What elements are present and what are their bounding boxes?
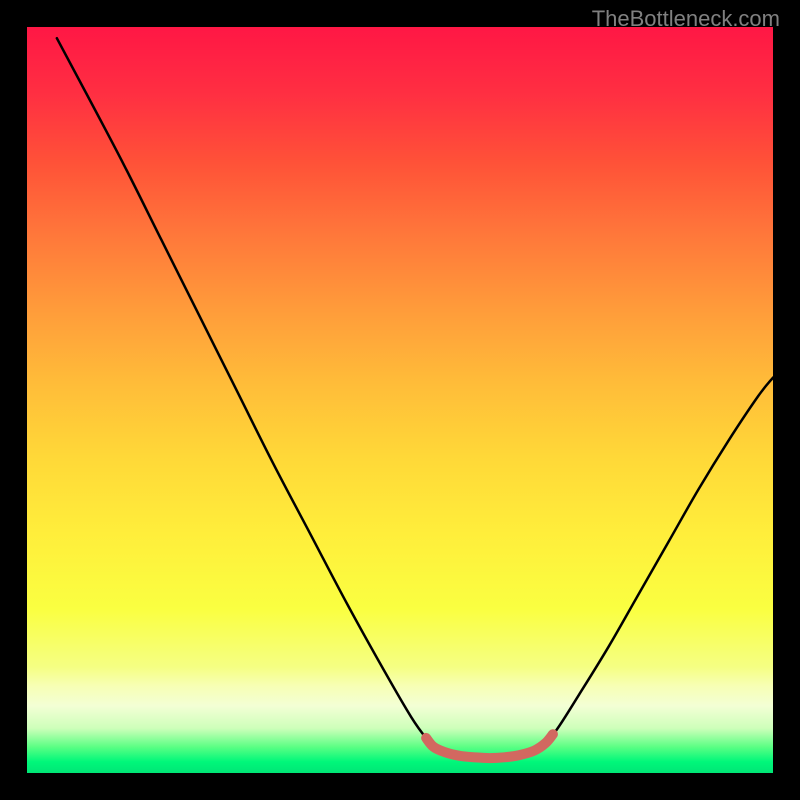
bottleneck-curve-chart [27,27,773,773]
watermark-text: TheBottleneck.com [592,6,780,32]
chart-plot-area [27,27,773,773]
gradient-background [27,27,773,773]
